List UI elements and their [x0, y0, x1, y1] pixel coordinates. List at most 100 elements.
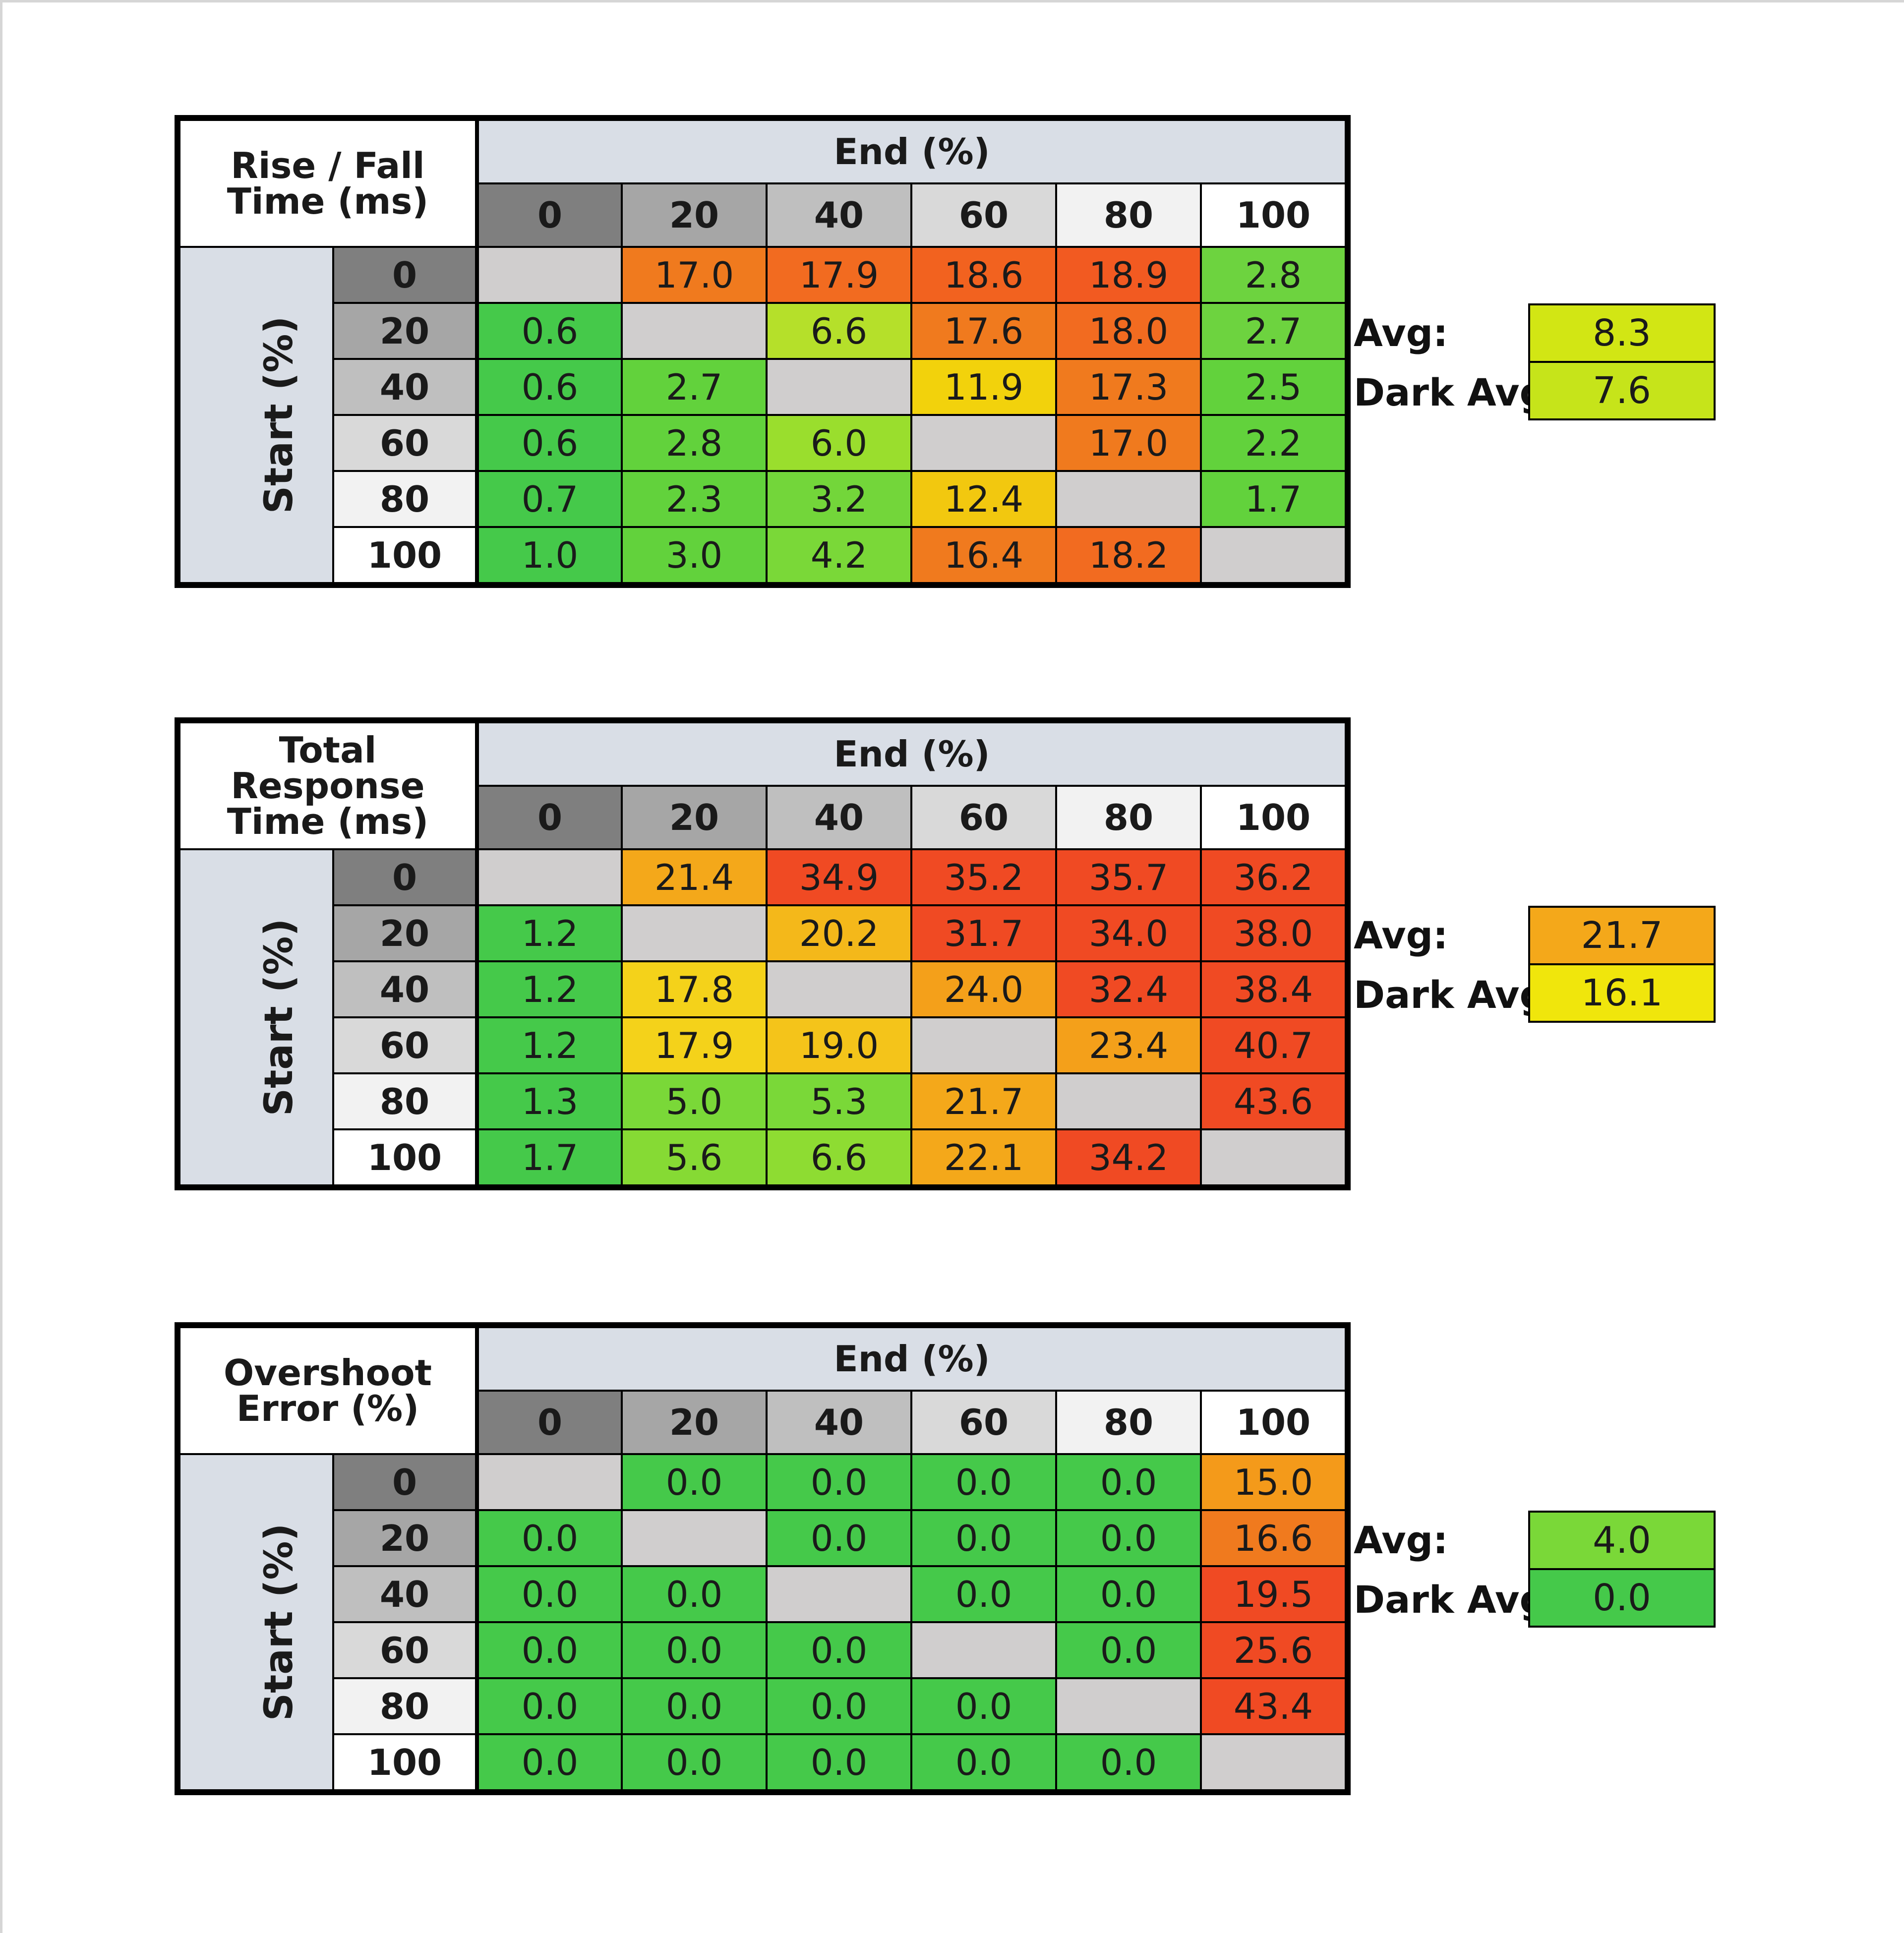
- end-column-label: 40: [766, 182, 912, 248]
- matrix-value-cell: 18.9: [1055, 246, 1202, 304]
- matrix-value-cell: [910, 1016, 1057, 1074]
- start-row-label: 40: [332, 1565, 479, 1623]
- matrix-value-cell: 22.1: [910, 1128, 1057, 1186]
- end-column-label: 60: [910, 182, 1057, 248]
- matrix-value-cell: 18.2: [1055, 526, 1202, 584]
- start-row-label: 60: [332, 1621, 479, 1679]
- matrix-value-cell: 15.0: [1200, 1453, 1347, 1511]
- start-row-label: 100: [332, 526, 479, 584]
- table-title: Total Response Time (ms): [178, 721, 479, 850]
- matrix-value-cell: 3.2: [766, 470, 912, 528]
- matrix-value-cell: 16.6: [1200, 1509, 1347, 1567]
- end-column-label: 80: [1055, 785, 1202, 850]
- start-row-label: 100: [332, 1733, 479, 1791]
- matrix-value-cell: 2.5: [1200, 358, 1347, 416]
- end-column-label: 0: [476, 1390, 623, 1455]
- matrix-value-cell: 0.0: [766, 1509, 913, 1567]
- rise-fall-table-block: Rise / Fall Time (ms) End (%) 0 20 40 60 80 100 S…: [175, 115, 1716, 605]
- start-row-label: 80: [332, 470, 479, 528]
- matrix-value-cell: 2.2: [1200, 414, 1347, 472]
- matrix-value-cell: 25.6: [1200, 1621, 1347, 1679]
- end-percent-header: End (%): [476, 1326, 1347, 1392]
- avg-label: Avg:: [1354, 311, 1448, 355]
- matrix-value-cell: 21.4: [621, 848, 768, 906]
- end-percent-header: End (%): [476, 721, 1347, 787]
- matrix-value-cell: [910, 414, 1057, 472]
- start-percent-label: Start (%): [257, 1523, 302, 1721]
- start-row-label: 20: [332, 1509, 479, 1567]
- matrix-value-cell: 21.7: [910, 1072, 1057, 1130]
- matrix-value-cell: 35.2: [910, 848, 1057, 906]
- start-row-label: 20: [332, 302, 479, 360]
- matrix-value-cell: 0.0: [621, 1733, 768, 1791]
- matrix-value-cell: 0.0: [910, 1453, 1058, 1511]
- table-title-line: Rise / Fall: [231, 145, 425, 186]
- matrix-value-cell: 12.4: [910, 470, 1057, 528]
- matrix-value-cell: 43.6: [1200, 1072, 1347, 1130]
- matrix-value-cell: 0.0: [1055, 1453, 1202, 1511]
- dark-avg-label: Dark Avg:: [1354, 370, 1562, 414]
- matrix-value-cell: 0.0: [766, 1621, 913, 1679]
- matrix-value-cell: 0.0: [1055, 1565, 1202, 1623]
- matrix-value-cell: 31.7: [910, 904, 1057, 962]
- end-column-label: 100: [1200, 785, 1347, 850]
- matrix-value-cell: [476, 246, 623, 304]
- total-response-table-block: Total Response Time (ms) End (%) 0 20 40 60 80 1…: [175, 717, 1716, 1207]
- matrix-value-cell: [621, 904, 768, 962]
- matrix-value-cell: 0.0: [476, 1733, 623, 1791]
- matrix-value-cell: 0.0: [476, 1509, 623, 1567]
- matrix-value-cell: 11.9: [910, 358, 1057, 416]
- table-title-line: Total Response: [231, 729, 425, 807]
- response-matrix-table: Overshoot Error (%) End (%) 0 20 40 60 80 100 Sta…: [174, 1322, 1351, 1795]
- matrix-value-cell: [621, 1509, 768, 1567]
- start-percent-header: Start (%): [178, 1453, 334, 1791]
- end-column-label: 20: [621, 1390, 768, 1455]
- matrix-value-cell: 0.0: [621, 1565, 768, 1623]
- start-percent-header: Start (%): [178, 848, 334, 1186]
- matrix-value-cell: 0.0: [621, 1621, 768, 1679]
- dark-avg-value: 16.1: [1528, 965, 1716, 1023]
- end-column-label: 80: [1055, 182, 1202, 248]
- avg-row: Avg: 8.3: [1354, 303, 1721, 363]
- matrix-value-cell: [1200, 1128, 1347, 1186]
- matrix-value-cell: 0.6: [476, 302, 623, 360]
- dark-avg-row: Dark Avg: 0.0: [1354, 1570, 1721, 1630]
- end-column-label: 40: [766, 1390, 913, 1455]
- end-column-label: 80: [1055, 1390, 1202, 1455]
- avg-row: Avg: 21.7: [1354, 906, 1721, 965]
- matrix-value-cell: 2.7: [621, 358, 768, 416]
- matrix-value-cell: 6.6: [766, 1128, 912, 1186]
- matrix-value-cell: 20.2: [766, 904, 912, 962]
- matrix-value-cell: 6.6: [766, 302, 912, 360]
- matrix-value-cell: 43.4: [1200, 1677, 1347, 1735]
- matrix-value-cell: 0.0: [1055, 1621, 1202, 1679]
- matrix-value-cell: 0.0: [910, 1733, 1058, 1791]
- response-matrix-table: Rise / Fall Time (ms) End (%) 0 20 40 60 80 100 S…: [175, 115, 1351, 588]
- start-row-label: 100: [332, 1128, 479, 1186]
- table-title: Overshoot Error (%): [178, 1326, 479, 1455]
- matrix-value-cell: 0.0: [910, 1565, 1058, 1623]
- matrix-value-cell: 38.4: [1200, 960, 1347, 1018]
- matrix-value-cell: 1.7: [1200, 470, 1347, 528]
- matrix-value-cell: 3.0: [621, 526, 768, 584]
- matrix-value-cell: [1055, 1677, 1202, 1735]
- matrix-value-cell: 2.8: [1200, 246, 1347, 304]
- matrix-value-cell: 32.4: [1055, 960, 1202, 1018]
- matrix-value-cell: 24.0: [910, 960, 1057, 1018]
- matrix-value-cell: 34.2: [1055, 1128, 1202, 1186]
- matrix-value-cell: 5.0: [621, 1072, 768, 1130]
- start-row-label: 40: [332, 358, 479, 416]
- matrix-value-cell: 0.0: [476, 1565, 623, 1623]
- avg-value: 8.3: [1528, 303, 1716, 363]
- matrix-value-cell: 0.0: [621, 1677, 768, 1735]
- start-row-label: 80: [332, 1072, 479, 1130]
- start-row-label: 80: [332, 1677, 479, 1735]
- start-row-label: 40: [332, 960, 479, 1018]
- start-percent-label: Start (%): [257, 918, 302, 1116]
- avg-value: 4.0: [1528, 1511, 1716, 1570]
- matrix-value-cell: [1055, 470, 1202, 528]
- matrix-value-cell: 5.6: [621, 1128, 768, 1186]
- matrix-value-cell: 1.2: [476, 1016, 623, 1074]
- matrix-value-cell: 0.0: [910, 1509, 1058, 1567]
